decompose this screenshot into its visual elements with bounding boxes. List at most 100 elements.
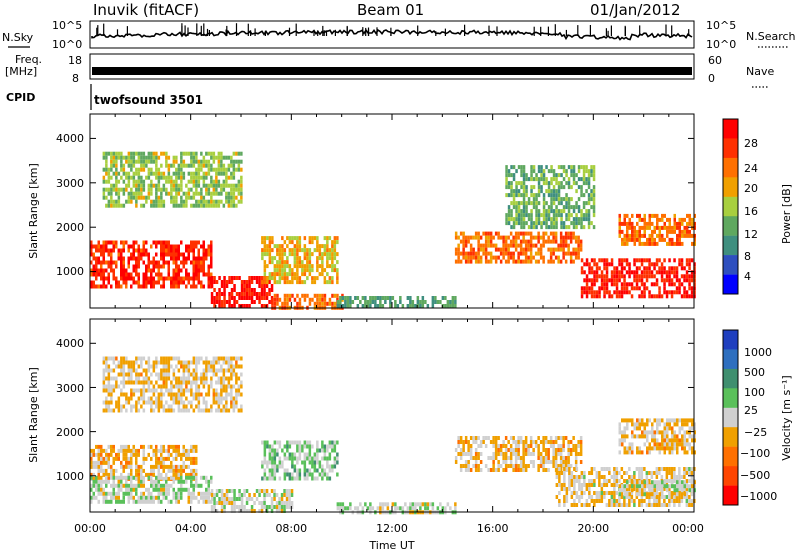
power-cell-6 [623,282,626,286]
power-cell-8 [150,152,153,156]
velocity-cell-5 [522,444,525,448]
power-cell-2 [314,294,317,298]
power-cell-0 [133,269,136,273]
velocity-cell-6 [668,467,671,471]
power-cell-5 [492,244,495,248]
power-cell-6 [586,258,589,262]
power-cell-7 [681,234,684,238]
velocity-cell-3 [309,457,312,461]
velocity-cell-0 [120,461,123,465]
power-cell-3 [309,240,312,244]
velocity-cell-4 [437,506,440,510]
power-cell-0 [168,277,171,281]
velocity-cell-1 [110,484,113,488]
power-cell-5 [552,252,555,256]
velocity-cell-1 [168,500,171,504]
power-cell-8 [223,188,226,192]
velocity-cell-0 [193,461,196,465]
power-cell-1 [253,276,256,280]
velocity-cell-6 [613,467,616,471]
velocity-cell-8 [634,434,637,438]
velocity-cell-8 [644,434,647,438]
power-cell-1 [233,300,236,304]
power-cell-8 [115,172,118,176]
power-cell-8 [150,188,153,192]
velocity-cell-9 [148,377,151,381]
power-cell-0 [158,277,161,281]
power-cell-0 [128,273,131,277]
power-cell-9 [585,213,588,217]
velocity-cell-9 [163,373,166,377]
velocity-cell-0 [170,445,173,449]
velocity-cell-8 [649,418,652,422]
power-cell-8 [210,192,213,196]
power-cell-8 [165,152,168,156]
velocity-cell-6 [568,475,571,479]
power-cell-7 [661,234,664,238]
velocity-cell-3 [274,457,277,461]
velocity-cell-1 [208,492,211,496]
velocity-cell-1 [200,476,203,480]
power-cell-9 [580,213,583,217]
velocity-cell-6 [598,471,601,475]
power-cell-8 [230,200,233,204]
power-cell-0 [143,241,146,245]
power-cell-9 [520,225,523,229]
velocity-cell-6 [601,475,604,479]
power-cell-7 [681,230,684,234]
power-cell-9 [523,221,526,225]
velocity-cell-3 [299,477,302,481]
velocity-cell-9 [148,361,151,365]
velocity-cell-5 [545,448,548,452]
power-cell-3 [289,280,292,284]
velocity-cell-6 [646,503,649,507]
power-cell-6 [636,266,639,270]
power-cell-5 [542,256,545,260]
power-cell-8 [238,188,241,192]
power-cell-8 [135,168,138,172]
power-cell-3 [314,280,317,284]
velocity-cell-5 [475,460,478,464]
power-cell-8 [230,156,233,160]
power-cell-3 [261,280,264,284]
power-cell-8 [138,196,141,200]
power-cell-7 [676,242,679,246]
velocity-cell-9 [158,373,161,377]
power-cell-8 [105,188,108,192]
power-cell-3 [311,264,314,268]
power-cell-0 [193,241,196,245]
velocity-cell-8 [654,438,657,442]
power-cell-4 [417,296,420,300]
power-cell-8 [198,204,201,208]
velocity-cell-7 [691,480,694,484]
velocity-cell-8 [619,430,622,434]
power-cell-9 [513,225,516,229]
velocity-cell-3 [271,477,274,481]
power-cell-6 [616,266,619,270]
power-cell-0 [150,273,153,277]
power-cell-6 [633,270,636,274]
velocity-cell-3 [299,457,302,461]
power-cell-8 [148,160,151,164]
power-cell-0 [105,249,108,253]
velocity-cell-1 [168,492,171,496]
power-cell-6 [678,290,681,294]
power-cell-4 [409,304,412,308]
power-cell-4 [382,304,385,308]
power-cell-6 [666,278,669,282]
power-cell-1 [246,292,249,296]
power-cell-3 [296,264,299,268]
power-cell-6 [616,278,619,282]
velocity-cell-9 [110,389,113,393]
velocity-cell-6 [556,475,559,479]
velocity-cell-8 [679,426,682,430]
power-cell-1 [251,300,254,304]
power-cell-5 [517,256,520,260]
velocity-cell-3 [284,469,287,473]
velocity-cell-9 [153,409,156,413]
power-cell-5 [530,240,533,244]
velocity-cell-7 [624,488,627,492]
velocity-cell-8 [634,426,637,430]
power-cell-0 [150,281,153,285]
velocity-cell-5 [495,448,498,452]
